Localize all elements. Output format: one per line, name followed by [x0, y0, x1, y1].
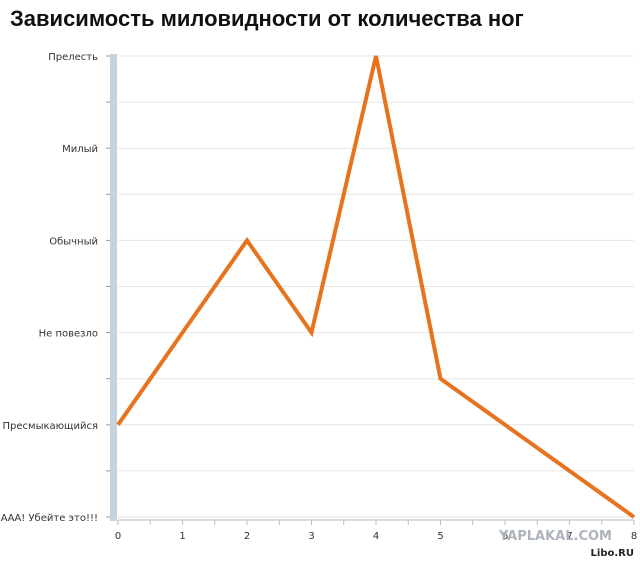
x-tick-label: 3	[308, 531, 314, 542]
y-tick-label: Пресмыкающийся	[3, 421, 98, 432]
x-tick-label: 1	[179, 531, 185, 542]
x-tick-label: 6	[502, 531, 508, 542]
x-tick-label: 8	[631, 531, 637, 542]
y-tick-label: Обычный	[49, 236, 98, 247]
series-line	[116, 55, 636, 519]
x-tick-labels: 0 1 2 3 4 5 6 7 8	[115, 531, 637, 542]
x-tick-label: 0	[115, 531, 121, 542]
y-tick-label: ААА! Убейте это!!!	[1, 513, 98, 524]
x-tick-label: 2	[244, 531, 250, 542]
grid-lines	[106, 55, 635, 525]
x-tick-label: 4	[373, 531, 379, 542]
y-tick-label: Прелесть	[48, 52, 98, 63]
y-axis-bar	[110, 54, 117, 521]
x-tick-label: 7	[566, 531, 572, 542]
x-tick-label: 5	[437, 531, 443, 542]
y-tick-label: Милый	[62, 144, 98, 155]
watermark-libo: Libo.RU	[591, 548, 634, 559]
y-tick-labels: ААА! Убейте это!!! Пресмыкающийся Не повез…	[1, 52, 98, 524]
chart-title: Зависимость миловидности от количества н…	[10, 6, 524, 31]
watermark-yaplakal: YAPLAKAL.COM	[498, 529, 612, 544]
y-tick-label: Не повезло	[39, 329, 98, 340]
